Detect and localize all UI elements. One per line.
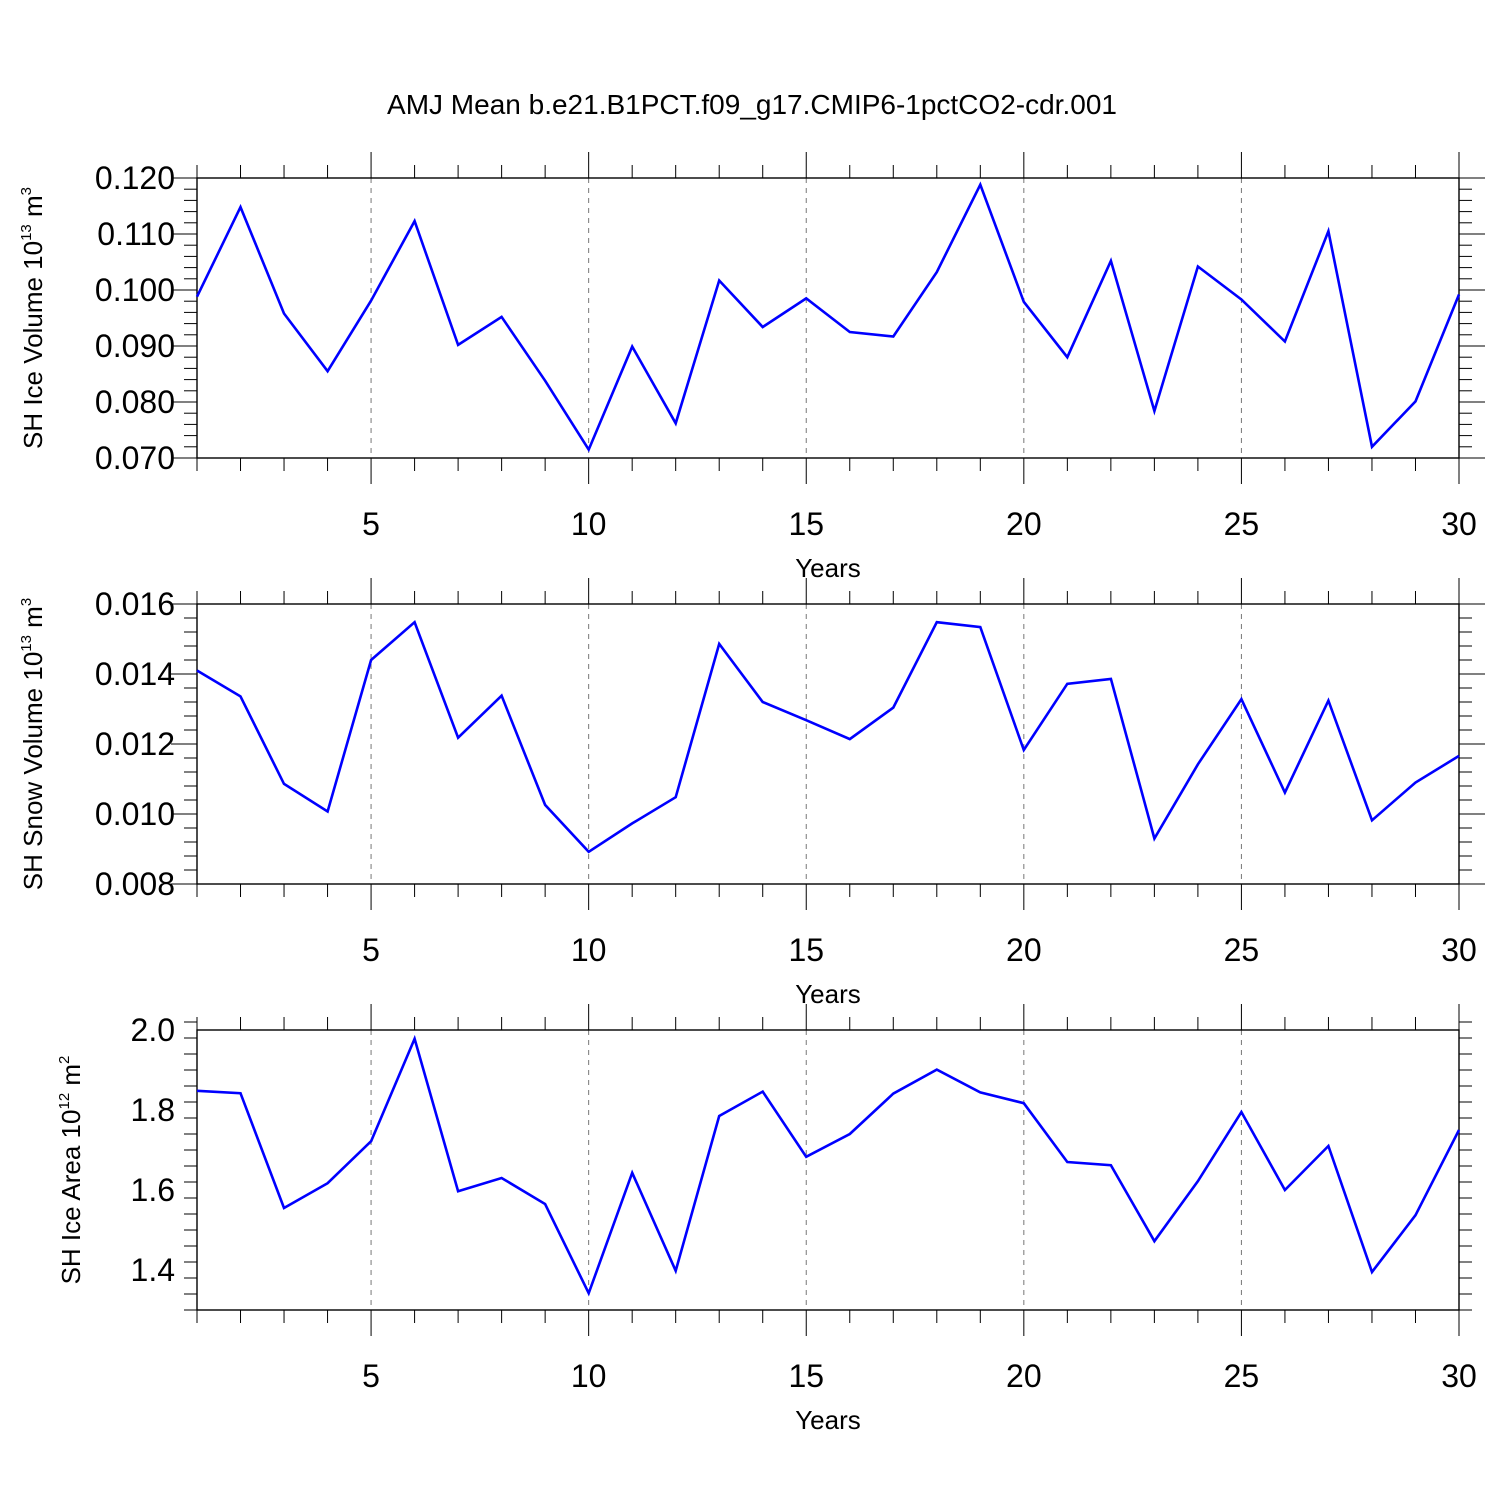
y-tick-label: 0.008 [95, 866, 175, 902]
x-axis-title: Years [795, 553, 861, 583]
x-tick-label: 5 [362, 1358, 380, 1394]
series-line [196, 1034, 1461, 1297]
y-tick-label: 0.070 [95, 440, 175, 476]
x-axis-title: Years [795, 979, 861, 1009]
series-line [196, 619, 1460, 854]
y-tick-label: 0.110 [97, 216, 175, 252]
y-tick-label: 1.6 [131, 1172, 175, 1208]
panel-3: 1.4 1.6 1.8 2.0 5 10 15 20 25 30 Years SH Ice Area … [56, 1004, 1477, 1435]
y-tick-label: 2.0 [131, 1012, 175, 1048]
panel-1: 0.070 0.080 0.090 0.100 0.110 0.120 5 10 15 20 25 3… [18, 152, 1485, 583]
x-tick-label: 10 [571, 1358, 607, 1394]
x-tick-label: 30 [1441, 506, 1477, 542]
y-tick-label: 0.016 [95, 586, 175, 622]
y-tick-label: 1.8 [131, 1092, 175, 1128]
x-tick-label: 25 [1224, 506, 1260, 542]
x-tick-label: 20 [1006, 1358, 1042, 1394]
panels-container: 0.070 0.080 0.090 0.100 0.110 0.120 5 10 15 20 25 3… [18, 152, 1485, 1435]
x-tick-label: 25 [1224, 1358, 1260, 1394]
panel-2: 0.008 0.010 0.012 0.014 0.016 5 10 15 20 25 30 Year… [18, 578, 1485, 1009]
x-tick-label: 15 [788, 932, 824, 968]
figure-title: AMJ Mean b.e21.B1PCT.f09_g17.CMIP6-1pctC… [387, 89, 1117, 120]
x-tick-label: 30 [1441, 1358, 1477, 1394]
x-tick-label: 10 [571, 506, 607, 542]
y-tick-label: 0.120 [95, 160, 175, 196]
y-tick-label: 0.080 [95, 384, 175, 420]
x-tick-label: 15 [788, 506, 824, 542]
x-tick-label: 30 [1441, 932, 1477, 968]
x-tick-label: 20 [1006, 932, 1042, 968]
y-axis-title: SH Ice Area 1012 m2 [56, 1056, 86, 1285]
y-tick-label: 0.014 [95, 656, 175, 692]
x-axis-title: Years [795, 1405, 861, 1435]
y-tick-label: 0.012 [95, 726, 175, 762]
plot-frame [196, 177, 1460, 459]
y-tick-label: 0.010 [95, 796, 175, 832]
y-axis-title: SH Ice Volume 1013 m3 [18, 187, 48, 449]
y-axis-title: SH Snow Volume 1013 m3 [18, 598, 48, 890]
y-tick-label: 1.4 [131, 1252, 175, 1288]
plot-frame [196, 1029, 1460, 1311]
x-tick-label: 5 [362, 506, 380, 542]
y-tick-label: 0.090 [95, 328, 175, 364]
series-line [195, 181, 1461, 453]
y-tick-label: 0.100 [95, 272, 175, 308]
x-tick-label: 25 [1224, 932, 1260, 968]
x-tick-label: 15 [788, 1358, 824, 1394]
x-tick-label: 10 [571, 932, 607, 968]
x-tick-label: 20 [1006, 506, 1042, 542]
x-tick-label: 5 [362, 932, 380, 968]
